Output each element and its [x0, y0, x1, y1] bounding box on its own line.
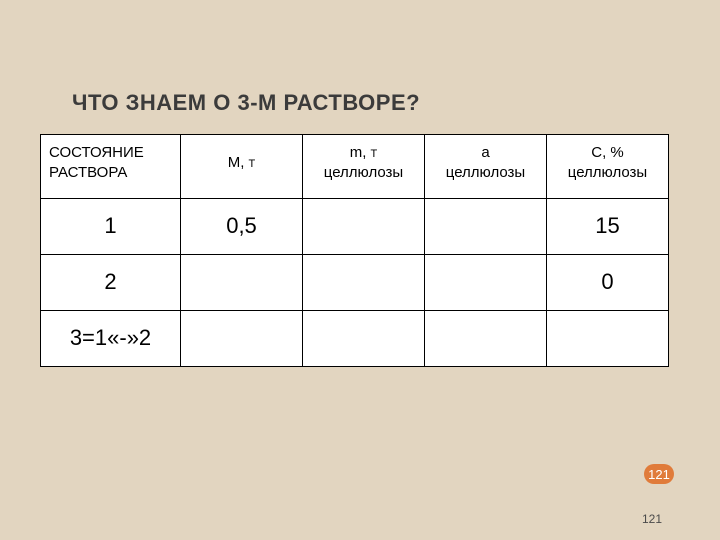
table-header: С, % целлюлозы [547, 135, 669, 199]
page-number-badge: 121 [644, 464, 674, 484]
header-line2: целлюлозы [446, 164, 525, 181]
table-header-row: СОСТОЯНИЕ РАСТВОРА М, Т m, Т целлюлозы а… [41, 135, 669, 199]
header-line1: а [481, 144, 489, 161]
slide: ЧТО ЗНАЕМ О 3-М РАСТВОРЕ? СОСТОЯНИЕ РАСТ… [0, 0, 720, 540]
row-label: 2 [41, 254, 181, 310]
cell [181, 310, 303, 366]
cell [303, 198, 425, 254]
table-header: а целлюлозы [425, 135, 547, 199]
page-number-footer: 121 [642, 512, 662, 526]
cell [425, 310, 547, 366]
table-header: М, Т [181, 135, 303, 199]
row-label: 3=1«-»2 [41, 310, 181, 366]
cell [547, 310, 669, 366]
header-sub: Т [371, 148, 378, 160]
header-line1: С, % [591, 144, 624, 161]
table-row: 2 0 [41, 254, 669, 310]
header-line1: СОСТОЯНИЕ [49, 144, 144, 161]
cell [181, 254, 303, 310]
header-sub: Т [249, 158, 256, 170]
cell: 0,5 [181, 198, 303, 254]
table-row: 3=1«-»2 [41, 310, 669, 366]
data-table: СОСТОЯНИЕ РАСТВОРА М, Т m, Т целлюлозы а… [40, 134, 669, 367]
cell [303, 310, 425, 366]
cell [425, 198, 547, 254]
header-line2: целлюлозы [324, 164, 403, 181]
table-row: 1 0,5 15 [41, 198, 669, 254]
header-line1: М, [228, 154, 249, 171]
header-line2: РАСТВОРА [49, 164, 127, 181]
table-header: m, Т целлюлозы [303, 135, 425, 199]
cell: 0 [547, 254, 669, 310]
cell: 15 [547, 198, 669, 254]
header-line1: m, [350, 144, 371, 161]
cell [303, 254, 425, 310]
row-label: 1 [41, 198, 181, 254]
cell [425, 254, 547, 310]
slide-title: ЧТО ЗНАЕМ О 3-М РАСТВОРЕ? [72, 90, 680, 116]
header-line2: целлюлозы [568, 164, 647, 181]
table-header: СОСТОЯНИЕ РАСТВОРА [41, 135, 181, 199]
